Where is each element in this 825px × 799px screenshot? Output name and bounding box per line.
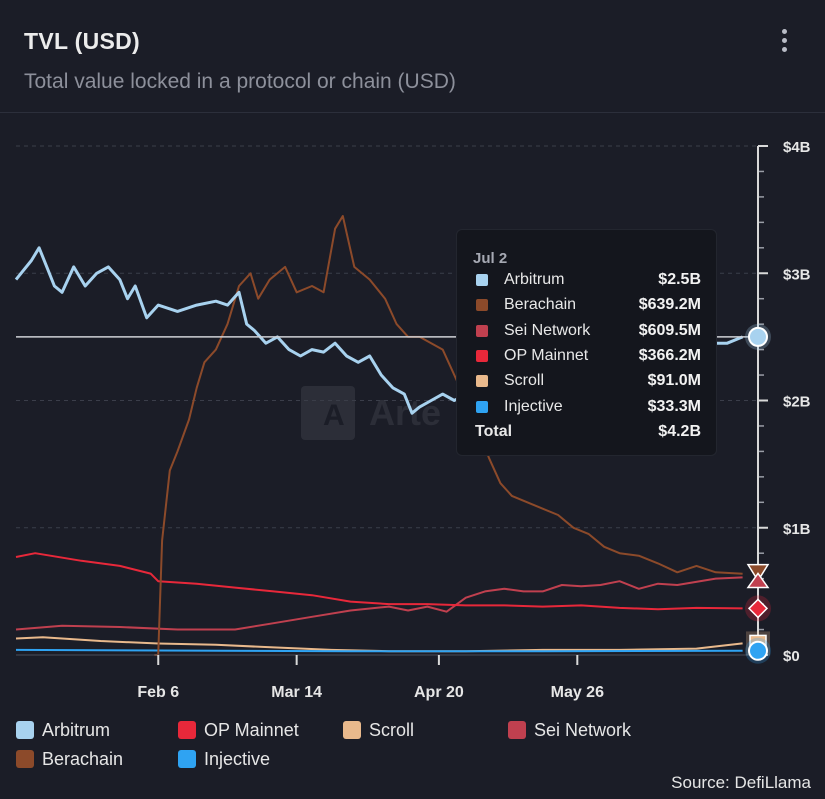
y-tick-label: $4B bbox=[783, 139, 811, 156]
artemis-logo-icon bbox=[301, 386, 355, 440]
tvl-line-chart[interactable]: A Arte $0 $1B $2B $3B $4B Feb 6 Mar 14 Apr 20 M… bbox=[0, 112, 825, 712]
kebab-menu-icon[interactable] bbox=[774, 26, 794, 56]
legend-swatch bbox=[178, 721, 196, 739]
legend-item-injective[interactable]: Injective bbox=[178, 747, 270, 771]
tooltip-total-value: $4.2B bbox=[658, 422, 701, 440]
legend-label: Arbitrum bbox=[42, 719, 111, 740]
tooltip-swatch bbox=[476, 375, 488, 388]
y-tick-label: $0 bbox=[783, 648, 800, 665]
tooltip-series-name: Injective bbox=[504, 397, 563, 415]
series-line-sei-network bbox=[15, 576, 743, 631]
legend-swatch bbox=[508, 721, 526, 739]
tooltip-swatch bbox=[476, 299, 488, 312]
y-tick-label: $2B bbox=[783, 394, 811, 411]
tooltip-series-value: $33.3M bbox=[647, 397, 701, 415]
end-marker-injective bbox=[748, 640, 768, 661]
x-axis: Feb 6 Mar 14 Apr 20 May 26 bbox=[16, 654, 758, 701]
tooltip-series-name: Sei Network bbox=[504, 321, 591, 339]
tooltip-series-value: $639.2M bbox=[638, 296, 701, 314]
tooltip-series-value: $366.2M bbox=[638, 346, 701, 364]
end-marker-arbitrum bbox=[748, 326, 768, 347]
x-tick-label: Feb 6 bbox=[137, 684, 179, 701]
end-marker-op-mainnet bbox=[747, 598, 769, 619]
legend-label: Scroll bbox=[369, 719, 415, 740]
x-tick-label: Mar 14 bbox=[271, 684, 322, 701]
tooltip-series-value: $2.5B bbox=[658, 271, 701, 288]
legend-item-sei-network[interactable]: Sei Network bbox=[508, 718, 631, 742]
tooltip-total-row: Total $4.2B bbox=[473, 422, 701, 442]
x-tick-label: Apr 20 bbox=[414, 684, 464, 701]
tooltip-series-name: Berachain bbox=[504, 296, 577, 314]
menu-dot bbox=[782, 29, 787, 34]
series-lines bbox=[14, 215, 744, 656]
artemis-logo-glyph: A bbox=[323, 399, 345, 432]
tooltip-series-name: OP Mainnet bbox=[504, 346, 589, 364]
legend-label: Sei Network bbox=[534, 719, 632, 740]
legend-swatch bbox=[178, 750, 196, 768]
tooltip-swatch bbox=[476, 400, 488, 413]
y-tick-label: $3B bbox=[783, 266, 811, 283]
tooltip-series-name: Scroll bbox=[504, 372, 545, 390]
menu-dot bbox=[782, 47, 787, 52]
tooltip-row: Injective $33.3M bbox=[473, 397, 701, 417]
tooltip-row: OP Mainnet $366.2M bbox=[473, 346, 701, 366]
legend-swatch bbox=[16, 750, 34, 768]
tooltip-row: Scroll $91.0M bbox=[473, 371, 701, 391]
tooltip-date: Jul 2 bbox=[473, 250, 508, 267]
legend-label: OP Mainnet bbox=[204, 719, 299, 740]
tooltip-row: Berachain $639.2M bbox=[473, 295, 701, 315]
artemis-watermark: A Arte bbox=[301, 386, 441, 440]
series-line-berachain bbox=[154, 215, 743, 656]
x-tick-label: May 26 bbox=[551, 684, 604, 701]
legend-swatch bbox=[16, 721, 34, 739]
chart-subtitle: Total value locked in a protocol or chai… bbox=[24, 70, 456, 93]
chart-legend: Arbitrum OP Mainnet Scroll Sei Network Berac… bbox=[16, 718, 806, 778]
legend-label: Berachain bbox=[42, 748, 124, 769]
tooltip-swatch bbox=[476, 274, 488, 286]
end-markers bbox=[745, 323, 771, 664]
tooltip-row: Arbitrum $2.5B bbox=[473, 270, 701, 290]
tooltip-total-label: Total bbox=[475, 422, 513, 440]
legend-swatch bbox=[343, 721, 361, 739]
tooltip-series-value: $91.0M bbox=[647, 372, 701, 390]
tooltip-series-name: Arbitrum bbox=[504, 271, 565, 288]
series-line-op-mainnet bbox=[15, 552, 743, 611]
legend-item-op-mainnet[interactable]: OP Mainnet bbox=[178, 718, 299, 742]
chart-tooltip: Jul 2 Arbitrum $2.5B Berachain $639.2M Sei N… bbox=[456, 229, 717, 456]
legend-item-scroll[interactable]: Scroll bbox=[343, 718, 414, 742]
menu-dot bbox=[782, 38, 787, 43]
legend-label: Injective bbox=[204, 748, 271, 769]
card-header: TVL (USD) Total value locked in a protoc… bbox=[0, 0, 825, 113]
tooltip-row: Sei Network $609.5M bbox=[473, 321, 701, 341]
legend-item-berachain[interactable]: Berachain bbox=[16, 747, 123, 771]
tooltip-swatch bbox=[476, 324, 488, 337]
end-marker-sei-network bbox=[746, 572, 770, 589]
tooltip-swatch bbox=[476, 349, 488, 362]
chart-title: TVL (USD) bbox=[24, 28, 140, 54]
legend-item-arbitrum[interactable]: Arbitrum bbox=[16, 718, 110, 742]
source-label: Source: DefiLlama bbox=[671, 773, 811, 792]
tooltip-series-value: $609.5M bbox=[638, 321, 701, 339]
series-line-injective bbox=[15, 648, 743, 653]
y-tick-label: $1B bbox=[783, 521, 811, 538]
series-line-scroll bbox=[15, 636, 743, 653]
